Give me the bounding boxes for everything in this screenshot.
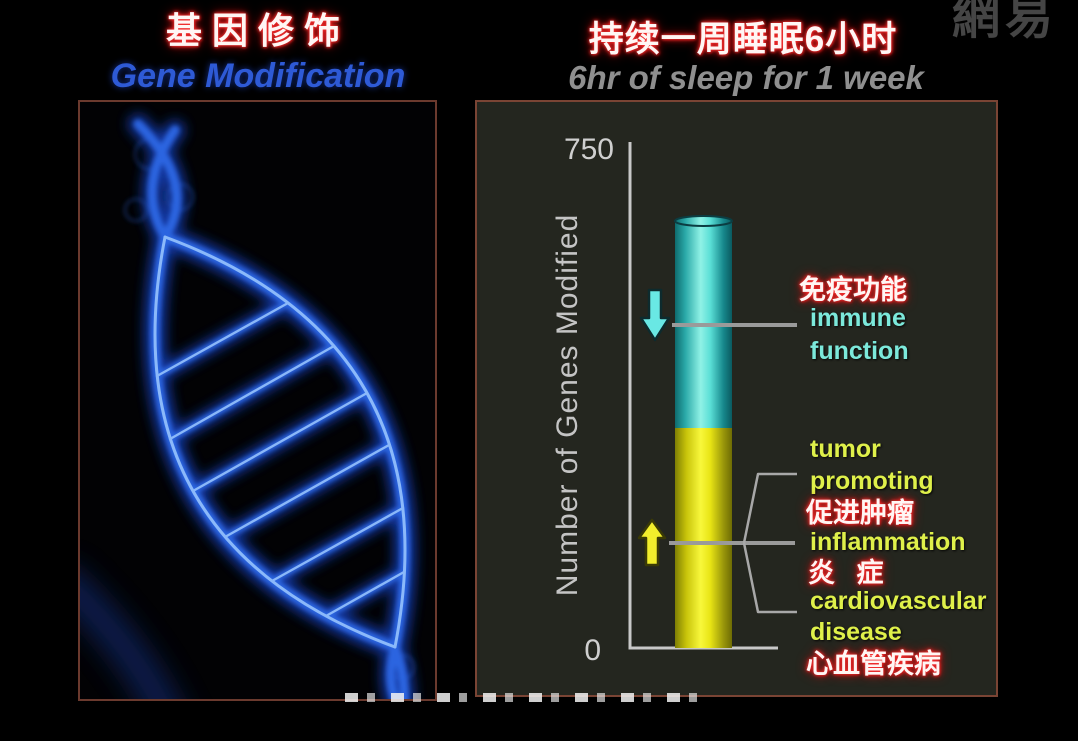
label-tumor-2: promoting bbox=[810, 467, 934, 495]
label-cardio-1: cardiovascular bbox=[810, 587, 987, 615]
right-title-en: 6hr of sleep for 1 week bbox=[568, 59, 924, 96]
up-arrow-icon bbox=[637, 518, 667, 567]
bar-top-cap bbox=[674, 215, 733, 227]
label-group-bracket bbox=[742, 472, 797, 614]
label-immune-zh: 免疫功能 bbox=[799, 275, 907, 305]
label-tumor-zh: 促进肿瘤 bbox=[806, 498, 914, 528]
label-inflammation-zh: 炎 症 bbox=[808, 558, 891, 588]
label-immune-en-1: immune bbox=[810, 304, 906, 332]
left-title-zh: 基因修饰 bbox=[165, 10, 351, 51]
bar-segment-upregulated bbox=[675, 428, 732, 648]
down-arrow-icon bbox=[639, 288, 671, 342]
left-title-en: Gene Modification bbox=[110, 57, 406, 95]
right-title-zh: 持续一周睡眠6小时 bbox=[588, 20, 898, 59]
label-tumor-1: tumor bbox=[810, 435, 881, 463]
dna-helix-image bbox=[80, 102, 435, 699]
y-tick-750: 750 bbox=[564, 133, 614, 166]
label-inflammation-en: inflammation bbox=[810, 528, 966, 556]
y-tick-0: 0 bbox=[584, 634, 601, 667]
label-cardio-2: disease bbox=[810, 618, 902, 646]
netease-watermark: 網易 bbox=[952, 0, 1059, 44]
label-cardio-zh: 心血管疾病 bbox=[806, 649, 941, 679]
label-immune-en-2: function bbox=[810, 337, 909, 365]
dna-photo-panel bbox=[78, 100, 437, 701]
y-axis-label: Number of Genes Modified bbox=[551, 214, 584, 597]
clipped-subtitle-fragments bbox=[345, 693, 713, 702]
bar-chart: 750 0 Number of Genes Modified bbox=[551, 133, 797, 667]
chart-panel: 750 0 Number of Genes Modified 免疫功能 immu… bbox=[475, 100, 998, 697]
